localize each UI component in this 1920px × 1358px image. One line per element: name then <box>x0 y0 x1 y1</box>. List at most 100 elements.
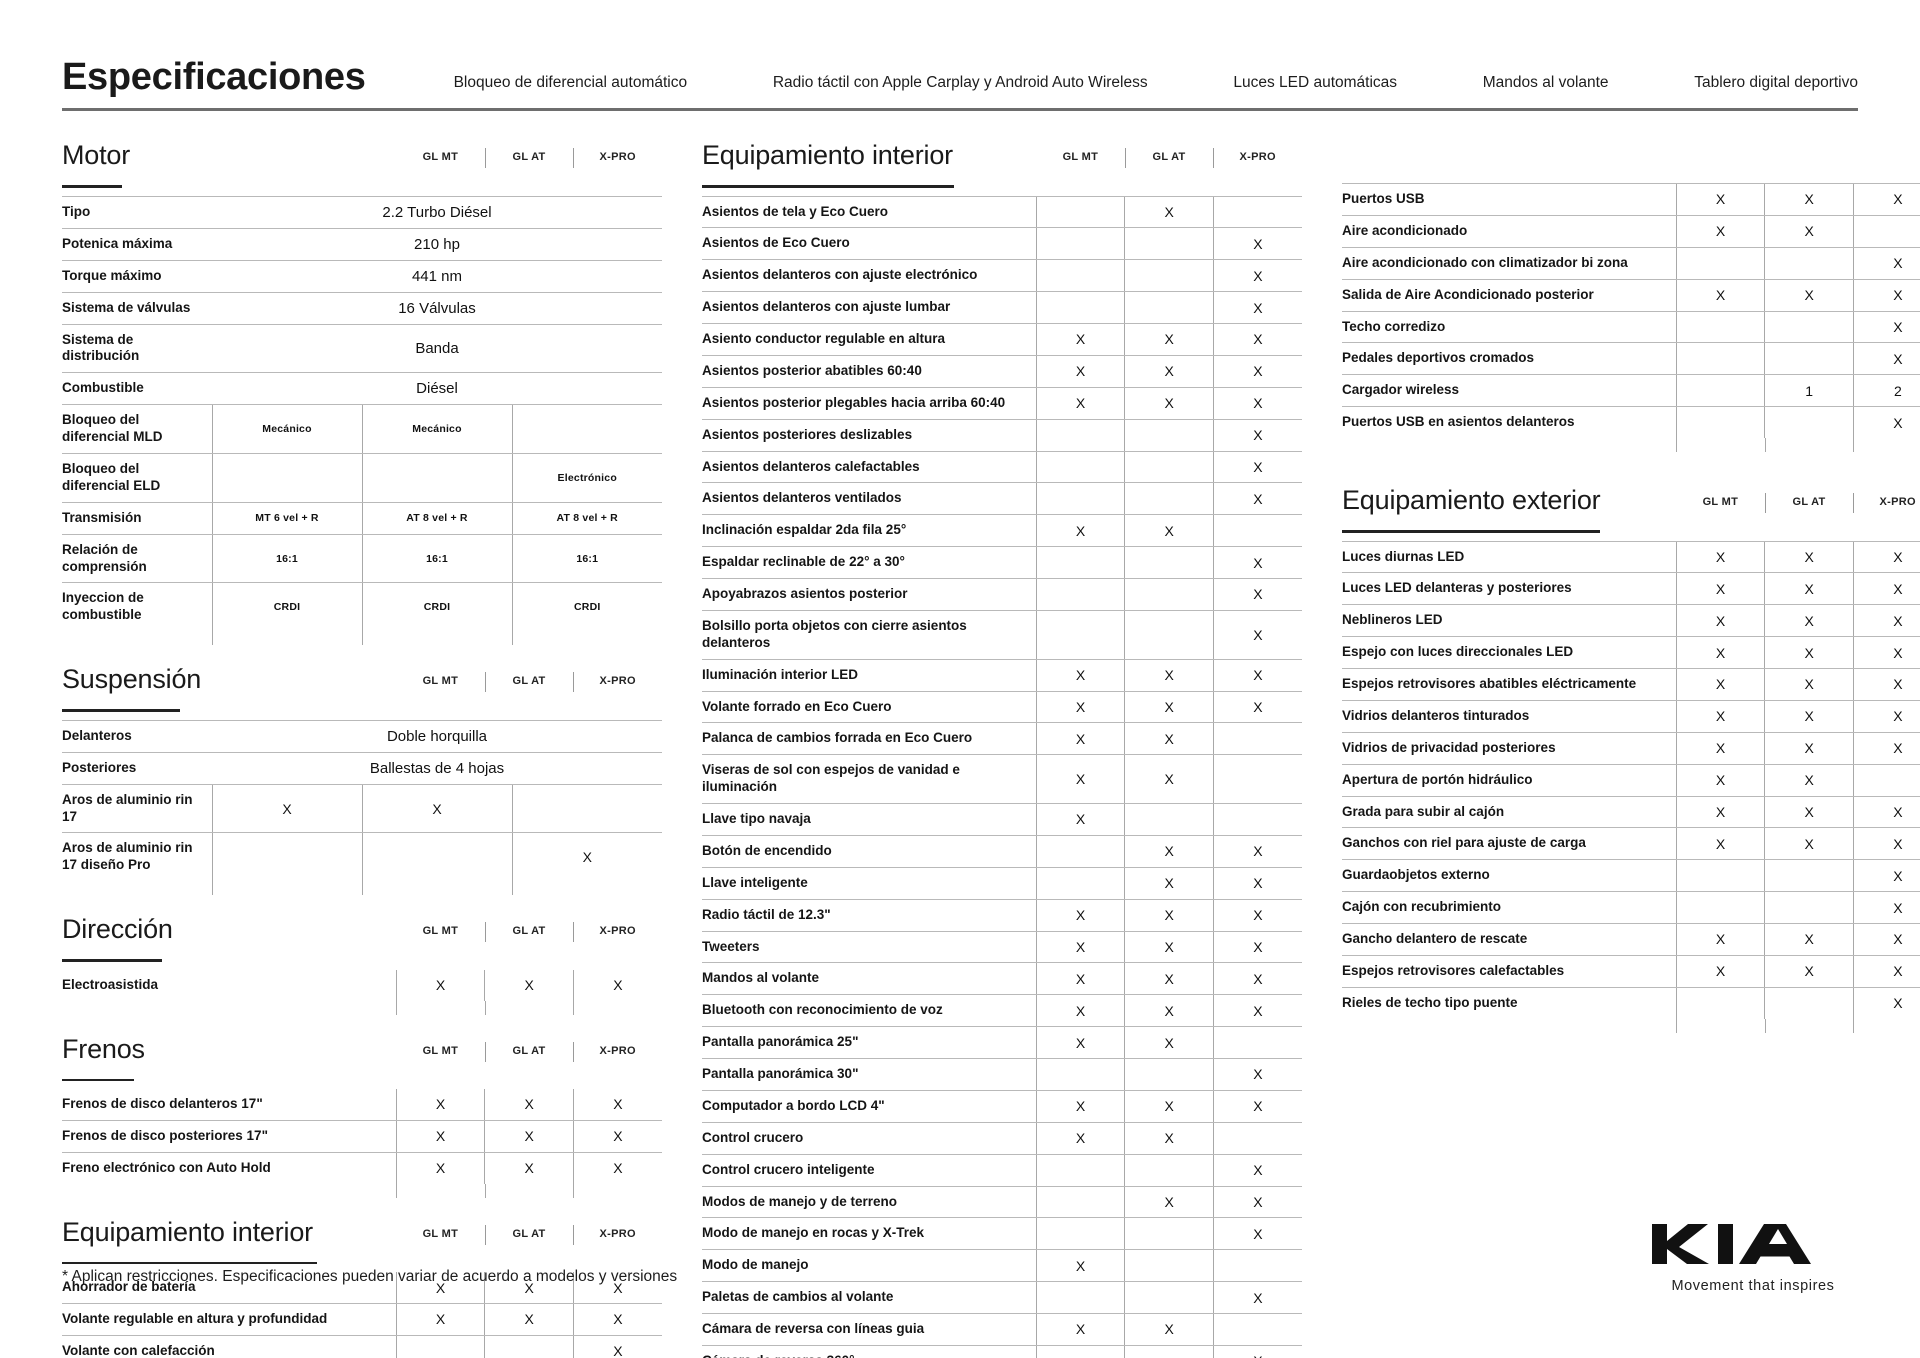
spec-value-gl-mt: X <box>1675 636 1765 669</box>
table-row: Modos de manejo y de terreno X X <box>702 1186 1302 1219</box>
spec-value-gl-at: X <box>1124 931 1214 964</box>
spec-value-gl-mt <box>1035 1281 1125 1314</box>
spec-value-x-pro: X <box>1212 1281 1302 1314</box>
spec-value-gl-mt: X <box>395 1089 485 1121</box>
spec-label: Control crucero inteligente <box>702 1154 1037 1187</box>
spec-value-x-pro: X <box>1212 578 1302 611</box>
trim-header-gl-mt: GL MT <box>422 675 459 688</box>
column-separator <box>484 1000 486 1015</box>
spec-label: Torque máximo <box>62 260 212 293</box>
spec-label: Mandos al volante <box>702 962 1037 996</box>
spec-value-x-pro: X <box>1852 247 1920 280</box>
section-title-motor: Motor <box>62 140 131 170</box>
section-motor: Motor GL MT GL AT X-PRO Tipo 2.2 Turbo Di… <box>62 140 662 646</box>
spec-label: Rieles de techo tipo puente <box>1342 994 1518 1010</box>
section-underline-suspension <box>62 709 180 712</box>
spec-value-gl-at: X <box>1124 514 1214 548</box>
trim-header-x-pro: X-PRO <box>573 1041 662 1062</box>
spec-value-gl-mt <box>1035 546 1125 579</box>
table-row: Posteriores Ballestas de 4 hojas <box>62 752 662 785</box>
spec-value-gl-at: X <box>484 1303 574 1336</box>
spec-label: Asientos posterior plegables hacia arrib… <box>702 387 1037 420</box>
spec-label: Inyeccion de combustible <box>62 590 144 623</box>
spec-value-gl-mt: 16:1 <box>211 534 362 584</box>
table-row: Freno electrónico con Auto Hold X X X <box>62 1152 662 1184</box>
trim-headers-frenos: GL MT GL AT X-PRO <box>396 1035 662 1062</box>
spec-value-x-pro: X <box>1212 835 1302 868</box>
spec-label: Asientos delanteros ventilados <box>702 482 1037 516</box>
trim-header-x-pro: X-PRO <box>573 1224 662 1245</box>
spec-value-shared: Banda <box>212 324 662 374</box>
spec-value-gl-at <box>1764 311 1854 344</box>
spec-value-gl-mt: X <box>211 784 362 834</box>
trim-header-x-pro: X-PRO <box>573 672 662 693</box>
header-feature-1: Bloqueo de diferencial automático <box>453 74 688 91</box>
section-interior-left: Equipamiento interior GL MT GL AT X-PRO … <box>62 1217 662 1358</box>
spec-value-x-pro: X <box>1212 259 1302 293</box>
spec-label: Palanca de cambios forrada en Eco Cuero <box>702 722 1037 756</box>
spec-label: Botón de encendido <box>702 835 1037 868</box>
table-row: Guardaobjetos externo X <box>1342 859 1920 893</box>
spec-value-x-pro: X <box>1212 291 1302 324</box>
spec-value-gl-at: 1 <box>1764 374 1854 408</box>
spec-value-gl-at: X <box>1124 1122 1214 1155</box>
spec-value-x-pro: X <box>1212 1217 1302 1251</box>
table-row: Apoyabrazos asientos posterior X <box>702 578 1302 611</box>
spec-value-gl-at <box>1124 419 1214 452</box>
spec-value-gl-mt: X <box>395 969 485 1001</box>
spec-value-gl-mt <box>1035 1154 1125 1187</box>
spec-value-gl-at: X <box>1764 955 1854 988</box>
spec-label: Grada para subir al cajón <box>1342 796 1677 829</box>
spec-value-x-pro: X <box>1212 1058 1302 1091</box>
section-direccion: Dirección GL MT GL AT X-PRO Electroasist… <box>62 915 662 1015</box>
spec-label: Pedales deportivos cromados <box>1342 342 1677 376</box>
table-wrap-interior-mid: Asientos de tela y Eco Cuero X Asientos de… <box>702 195 1302 1358</box>
table-row: Ahorrador de batería X X X <box>62 1272 662 1305</box>
table-row: Asientos de tela y Eco Cuero X <box>702 195 1302 229</box>
spec-label: Apertura de portón hidráulico <box>1342 764 1677 797</box>
spec-label: Aros de aluminio rin 17 <box>62 784 212 834</box>
spec-label: Tweeters <box>702 931 1037 964</box>
table-row: Cajón con recubrimiento X <box>1342 891 1920 924</box>
spec-label: Aros de aluminio rin 17 diseño Pro <box>62 840 193 873</box>
spec-value-gl-at: X <box>1124 195 1214 229</box>
spec-value-gl-at: X <box>1124 962 1214 996</box>
section-title-exterior: Equipamiento exterior <box>1342 485 1601 515</box>
spec-label: Espejo con luces direccionales LED <box>1342 636 1677 669</box>
spec-value-gl-mt: X <box>1675 700 1765 733</box>
spec-label: Aire acondicionado <box>1342 215 1677 248</box>
spec-value-x-pro <box>1212 803 1302 836</box>
table-row: Potenica máxima 210 hp <box>62 228 662 261</box>
table-row: Asientos delanteros ventilados X <box>702 482 1302 516</box>
spec-value-x-pro <box>511 404 662 454</box>
header-feature-4: Mandos al volante <box>1482 74 1609 91</box>
column-separator <box>396 1000 398 1015</box>
spec-value-gl-at <box>1764 859 1854 893</box>
spec-value-x-pro: X <box>1212 387 1302 420</box>
kia-logo-icon <box>1652 1224 1811 1264</box>
spec-label: Electroasistida <box>62 976 159 992</box>
spec-value-gl-at: X <box>1764 215 1854 248</box>
spec-value-gl-mt <box>1035 227 1125 261</box>
spec-value-gl-mt: X <box>1035 803 1125 836</box>
spec-value-gl-at: X <box>1764 540 1854 574</box>
spec-value-gl-mt <box>1675 374 1765 408</box>
spec-value-gl-mt <box>1035 867 1125 900</box>
column-separator <box>1676 438 1678 452</box>
table-row: Techo corredizo X <box>1342 311 1920 344</box>
spec-value-gl-mt: X <box>1035 722 1125 756</box>
spec-value-gl-mt <box>1035 419 1125 452</box>
spec-value-gl-at: X <box>1764 796 1854 829</box>
spec-value-gl-at: X <box>1124 691 1214 724</box>
spec-label: Modo de manejo en rocas y X-Trek <box>702 1217 1037 1251</box>
spec-label: Asientos delanteros calefactables <box>702 451 1037 484</box>
table-row: Sistema de distribución Banda <box>62 324 662 374</box>
spec-label: Techo corredizo <box>1342 311 1677 344</box>
table-exterior: Luces diurnas LED X X X Luces LED delanteras… <box>1342 540 1920 1019</box>
spec-label: Salida de Aire Acondicionado posterior <box>1342 279 1677 312</box>
spec-value-x-pro: X <box>1212 899 1302 932</box>
spec-value-x-pro: X <box>1852 987 1920 1019</box>
spec-value-gl-at <box>1124 227 1214 261</box>
spec-value-x-pro: X <box>572 1152 662 1184</box>
table-row: Volante regulable en altura y profundida… <box>62 1303 662 1336</box>
